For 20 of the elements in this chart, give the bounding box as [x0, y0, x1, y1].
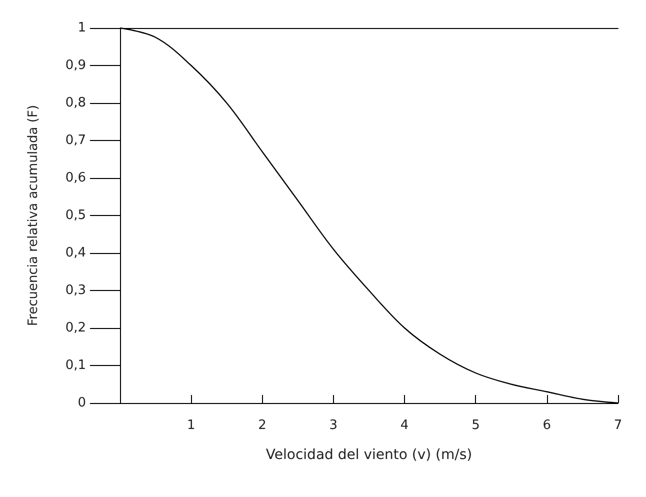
y-tick-label: 0: [78, 396, 86, 410]
y-tick-label: 1: [78, 20, 86, 36]
x-tick-label: 7: [614, 418, 622, 433]
x-tick-label: 1: [187, 418, 196, 433]
y-axis-title: Frecuencia relativa acumulada (F): [26, 104, 41, 326]
y-tick-label: 0,1: [65, 358, 86, 373]
y-tick-label: 0,6: [65, 170, 86, 186]
y-tick-label: 0,8: [65, 96, 86, 110]
y-tick-label: 0,3: [65, 283, 86, 298]
y-tick-label: 0,2: [65, 320, 86, 336]
x-tick-label: 6: [542, 418, 551, 433]
x-tick-label: 3: [329, 418, 338, 433]
x-tick-label: 2: [258, 418, 266, 433]
x-tick-label: 4: [400, 418, 409, 433]
y-tick-label: 0,4: [65, 246, 86, 260]
y-tick-label: 0,9: [65, 58, 86, 73]
y-tick-label: 0,7: [65, 133, 86, 148]
x-axis-title: Velocidad del viento (v) (m/s): [266, 447, 472, 463]
x-tick-label: 5: [472, 418, 480, 433]
y-tick-label: 0,5: [65, 208, 86, 223]
